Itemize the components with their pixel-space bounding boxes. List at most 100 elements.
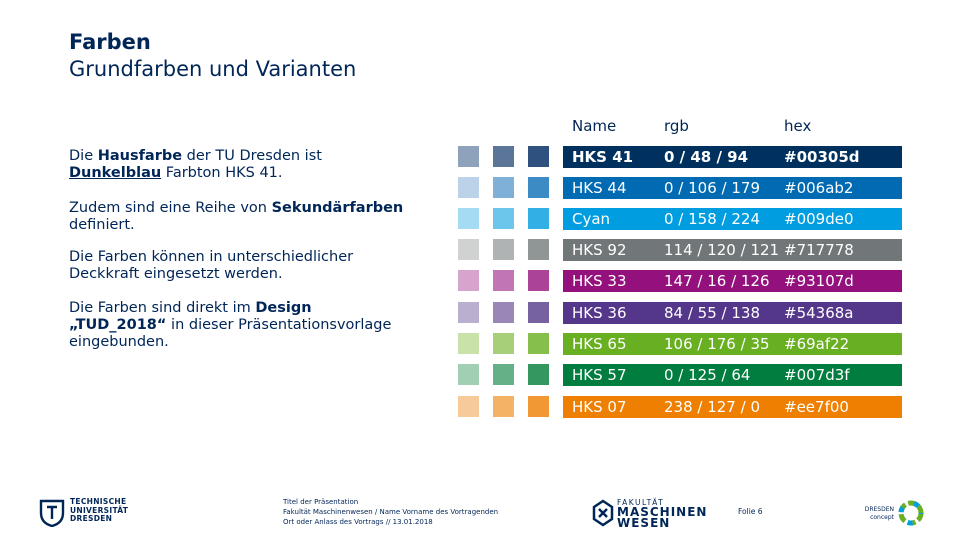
color-rgb: 0 / 125 / 64 [664, 366, 751, 384]
color-rgb: 0 / 48 / 94 [664, 148, 749, 166]
color-row: Cyan 0 / 158 / 224 #009de0 [563, 208, 902, 230]
color-swatch [493, 302, 514, 323]
color-hex: #ee7f00 [784, 398, 849, 416]
paragraph-hausfarbe: Die Hausfarbe der TU Dresden ist Dunkelb… [69, 148, 414, 182]
color-swatch [458, 208, 479, 229]
color-swatch [458, 239, 479, 260]
color-swatch [528, 270, 549, 291]
color-rgb: 0 / 106 / 179 [664, 179, 760, 197]
color-hex: #006ab2 [784, 179, 854, 197]
color-row: HKS 33 147 / 16 / 126 #93107d [563, 270, 902, 292]
dresden-concept-wordmark: DRESDEN concept [860, 506, 894, 522]
text-run-bold: Hausfarbe [97, 148, 183, 164]
color-swatch [493, 146, 514, 167]
tud-crest-icon [39, 499, 65, 527]
color-swatch [493, 333, 514, 354]
footer-presentation-title: Titel der Präsentation [283, 498, 359, 506]
color-name: HKS 92 [572, 241, 627, 259]
footer-info: Titel der Präsentation Fakultät Maschine… [283, 497, 498, 527]
color-hex: #00305d [784, 148, 860, 166]
concept-line: concept [870, 514, 894, 521]
color-rgb: 84 / 55 / 138 [664, 304, 760, 322]
color-name: HKS 57 [572, 366, 627, 384]
color-swatch [528, 177, 549, 198]
text-run: Zudem sind eine Reihe von [69, 200, 272, 216]
paragraph-deckkraft: Die Farben können in unterschiedlicher D… [69, 249, 354, 282]
color-name: HKS 07 [572, 398, 627, 416]
text-run-bold: Dunkelblau [69, 165, 162, 181]
color-swatch [528, 239, 549, 260]
color-row: HKS 92 114 / 120 / 121 #717778 [563, 239, 902, 261]
color-swatch [528, 333, 549, 354]
color-rgb: 238 / 127 / 0 [664, 398, 760, 416]
color-swatch [528, 146, 549, 167]
color-rgb: 106 / 176 / 35 [664, 335, 770, 353]
color-rgb: 114 / 120 / 121 [664, 241, 780, 259]
faculty-line: FAKULTÄT [617, 498, 665, 507]
slide-number: Folie 6 [738, 507, 763, 516]
color-swatch [493, 239, 514, 260]
text-run-bold: Design „TUD_2018“ [69, 300, 312, 333]
color-hex: #007d3f [784, 366, 850, 384]
concept-line: DRESDEN [864, 506, 894, 513]
text-run: Die [69, 148, 98, 164]
color-swatch [528, 364, 549, 385]
footer-faculty-name: Fakultät Maschinenwesen / Name Vorname d… [283, 508, 499, 516]
dresden-concept-icon [898, 500, 924, 526]
color-name: HKS 33 [572, 272, 627, 290]
color-row: HKS 44 0 / 106 / 179 #006ab2 [563, 177, 902, 199]
slide-title: Farben [69, 30, 151, 54]
faculty-line: WESEN [617, 516, 671, 530]
column-header-rgb: rgb [664, 117, 689, 135]
faculty-wordmark: FAKULTÄT MASCHINEN WESEN [617, 498, 708, 530]
color-swatch [458, 364, 479, 385]
color-row: HKS 57 0 / 125 / 64 #007d3f [563, 364, 902, 386]
text-run: definiert. [69, 217, 135, 233]
color-row: HKS 07 238 / 127 / 0 #ee7f00 [563, 396, 902, 418]
color-row: HKS 36 84 / 55 / 138 #54368a [563, 302, 902, 324]
color-rgb: 147 / 16 / 126 [664, 272, 770, 290]
color-name: HKS 36 [572, 304, 627, 322]
color-swatch [458, 333, 479, 354]
color-hex: #69af22 [784, 335, 850, 353]
text-run: in dieser Präsentationsvorlage eingebund… [69, 317, 392, 350]
tud-line: DRESDEN [70, 514, 113, 523]
color-name: HKS 44 [572, 179, 627, 197]
footer-event-date: Ort oder Anlass des Vortrags // 13.01.20… [283, 518, 433, 526]
color-swatch [493, 364, 514, 385]
slide-title-block: Farben Grundfarben und Varianten [69, 29, 356, 83]
color-hex: #717778 [784, 241, 854, 259]
color-hex: #009de0 [784, 210, 854, 228]
text-run-bold: Sekundärfarben [271, 200, 404, 216]
color-name: Cyan [572, 210, 611, 228]
color-name: HKS 41 [572, 148, 634, 166]
color-swatch [458, 177, 479, 198]
color-row: HKS 65 106 / 176 / 35 #69af22 [563, 333, 902, 355]
color-swatch [458, 146, 479, 167]
color-swatch [528, 208, 549, 229]
text-run: der TU Dresden ist [182, 148, 322, 164]
color-swatch [458, 396, 479, 417]
color-hex: #93107d [784, 272, 854, 290]
text-run: Die Farben sind direkt im [69, 300, 256, 316]
paragraph-design: Die Farben sind direkt im Design „TUD_20… [69, 300, 399, 351]
color-hex: #54368a [784, 304, 854, 322]
text-run: Farbton HKS 41. [161, 165, 283, 181]
color-swatch [528, 396, 549, 417]
column-header-hex: hex [784, 117, 812, 135]
tud-line: TECHNISCHE [70, 497, 127, 506]
color-name: HKS 65 [572, 335, 627, 353]
color-row: HKS 41 0 / 48 / 94 #00305d [563, 146, 902, 168]
color-swatch [493, 396, 514, 417]
slide-subtitle: Grundfarben und Varianten [69, 57, 357, 81]
color-swatch [528, 302, 549, 323]
tud-line: UNIVERSITÄT [70, 505, 129, 515]
color-swatch [493, 208, 514, 229]
faculty-line: MASCHINEN [617, 505, 708, 519]
column-header-name: Name [572, 117, 617, 135]
color-swatch [493, 177, 514, 198]
tud-wordmark: TECHNISCHE UNIVERSITÄT DRESDEN [70, 497, 129, 524]
color-swatch [493, 270, 514, 291]
color-rgb: 0 / 158 / 224 [664, 210, 760, 228]
color-swatch [458, 302, 479, 323]
